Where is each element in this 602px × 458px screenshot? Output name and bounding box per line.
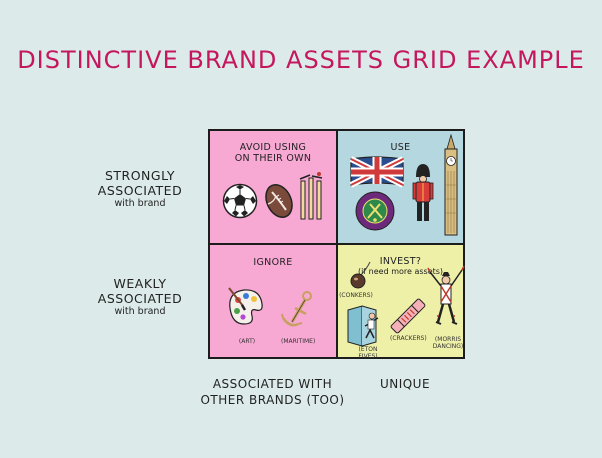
row-label-weak-line2: ASSOCIATED [97,291,183,306]
football-icon [222,183,258,219]
row-label-strong-line1: STRONGLY [104,168,176,183]
morris-dancer-icon [427,265,465,325]
caption-morris-line1: (MORRIS [434,336,462,343]
page-title: DISTINCTIVE BRAND ASSETS GRID EXAMPLE [17,46,585,74]
quadrant-invest-sub: (if need more assets) [357,267,444,276]
caption-crackers: (CRACKERS) [390,335,427,342]
cricket-wicket-icon [299,172,323,220]
column-label-unique: UNIQUE [379,377,431,391]
caption-maritime: (MARITIME) [281,338,316,345]
caption-morris-dancing: (MORRIS DANCING) [430,336,466,350]
quadrant-use-title: USE [390,142,411,153]
row-label-weak-line1: WEAKLY [113,276,167,291]
caption-art: (ART) [238,338,256,345]
column-label-other-line1: ASSOCIATED WITH [212,377,333,391]
cracker-icon [390,298,426,334]
row-label-weak: WEAKLY ASSOCIATED with brand [85,276,195,318]
column-label-other-line2: OTHER BRANDS (TOO) [200,393,345,407]
rugby-ball-icon [265,184,293,218]
wimbledon-badge-icon [355,191,395,231]
row-label-strong-line2: ASSOCIATED [97,183,183,198]
eton-fives-icon [347,305,379,347]
anchor-icon [281,291,312,327]
quadrant-ignore-title: IGNORE [253,257,293,268]
quadrant-avoid-line1: AVOID USING [239,142,307,153]
caption-morris-line2: DANCING) [432,343,464,350]
quadrant-avoid-title: AVOID USING ON THEIR OWN [210,142,336,164]
big-ben-icon [444,133,458,236]
row-label-strong-sub: with brand [114,198,166,209]
quadrant-avoid: AVOID USING ON THEIR OWN [208,129,338,245]
union-jack-icon [349,156,405,188]
conker-icon [350,261,371,289]
caption-eton-fives: (ETON FIVES) [358,346,378,360]
column-label-other: ASSOCIATED WITH OTHER BRANDS (TOO) [200,376,345,408]
quadrant-avoid-line2: ON THEIR OWN [234,153,312,164]
quadrant-invest-title: INVEST? [379,256,422,267]
caption-conkers: (CONKERS) [339,292,373,299]
royal-guard-icon [412,164,434,221]
paint-palette-icon [228,287,263,325]
row-label-strong: STRONGLY ASSOCIATED with brand [85,168,195,210]
row-label-weak-sub: with brand [114,306,166,317]
